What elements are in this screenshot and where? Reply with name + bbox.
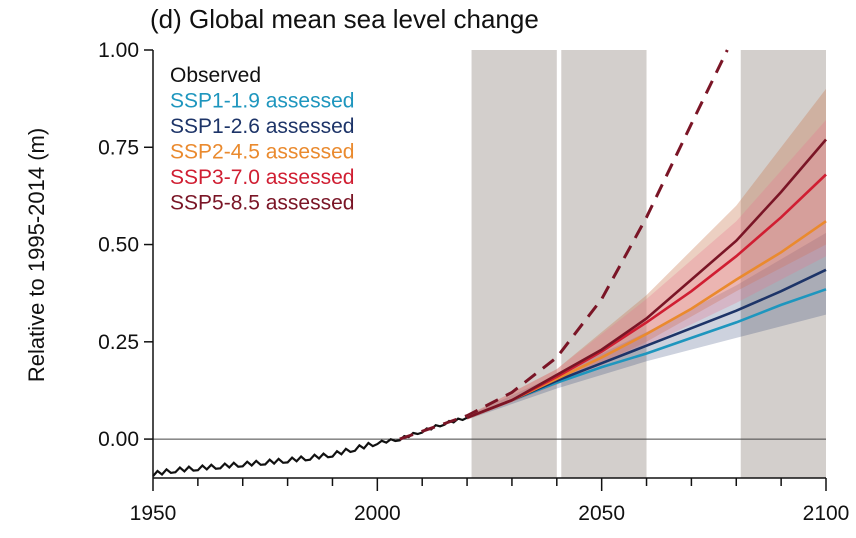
legend-entry: SSP2-4.5 assessed bbox=[170, 141, 354, 164]
x-tick-label: 2050 bbox=[578, 502, 625, 525]
series-lines bbox=[152, 49, 827, 477]
legend-entry: SSP5-8.5 assessed bbox=[170, 192, 354, 215]
legend-entry: SSP3-7.0 assessed bbox=[170, 166, 354, 189]
x-tick-label: 1950 bbox=[130, 502, 177, 525]
legend-entry: SSP1-2.6 assessed bbox=[170, 115, 354, 138]
chart-title: (d) Global mean sea level change bbox=[150, 4, 539, 34]
y-tick-label: 1.00 bbox=[98, 39, 139, 62]
band-ssp585 bbox=[467, 88, 826, 420]
y-axis-label: Relative to 1995-2014 (m) bbox=[24, 128, 49, 382]
band-ssp126 bbox=[467, 232, 826, 420]
y-tick-label: 0.00 bbox=[98, 428, 139, 451]
observed-line bbox=[152, 416, 468, 477]
legend-entry: Observed bbox=[170, 64, 261, 87]
x-tick-label: 2100 bbox=[803, 502, 850, 525]
shaded-period-3 bbox=[740, 50, 826, 478]
shaded-periods bbox=[471, 50, 826, 478]
y-tick-label: 0.75 bbox=[98, 136, 139, 159]
shaded-period-1 bbox=[471, 50, 557, 478]
axes: 0.00 0.25 0.50 0.75 1.00 1950 2000 2050 2100 bbox=[98, 39, 849, 525]
y-tick-label: 0.25 bbox=[98, 331, 139, 354]
shaded-period-2 bbox=[561, 50, 647, 478]
x-tick-label: 2000 bbox=[354, 502, 401, 525]
series-line-ssp585 bbox=[466, 138, 827, 419]
high-end-dashed-line bbox=[399, 49, 729, 441]
y-tick-label: 0.50 bbox=[98, 234, 139, 257]
legend-entry: SSP1-1.9 assessed bbox=[170, 90, 354, 113]
